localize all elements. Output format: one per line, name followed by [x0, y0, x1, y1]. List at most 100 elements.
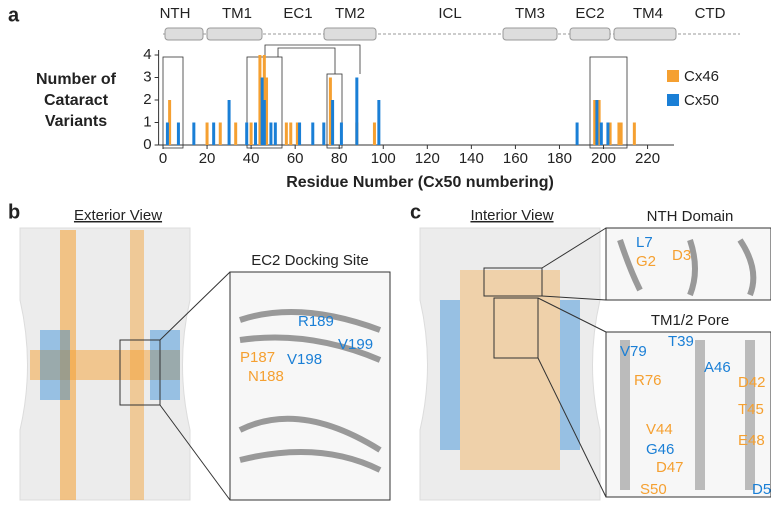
bar: [192, 122, 196, 145]
residue-label: E48: [738, 432, 765, 449]
bar: [165, 122, 169, 145]
panel-label: b: [8, 201, 20, 223]
bar: [372, 122, 376, 145]
residue-label: D5: [752, 481, 771, 498]
x-tick-label: 200: [591, 150, 616, 167]
bar: [254, 122, 258, 145]
y-axis-label: Number of: [36, 71, 117, 88]
bar: [606, 122, 610, 145]
bar: [260, 77, 264, 145]
topology-segment: [206, 27, 263, 41]
residue-label: G2: [636, 253, 656, 270]
x-tick-label: 180: [547, 150, 572, 167]
bar: [331, 100, 335, 145]
bar: [262, 100, 266, 145]
legend-swatch: [667, 94, 679, 106]
bar: [284, 122, 288, 145]
x-axis-label: Residue Number (Cx50 numbering): [286, 174, 554, 191]
molecule-interior: [419, 227, 607, 501]
residue-label: R189: [298, 313, 334, 330]
bar: [595, 100, 599, 145]
residue-label: V198: [287, 351, 322, 368]
bar: [355, 77, 359, 145]
residue-label: L7: [636, 234, 653, 251]
x-tick-label: 40: [243, 150, 260, 167]
x-tick-label: 140: [459, 150, 484, 167]
residue-label: V44: [646, 421, 673, 438]
inset-labels: L7 G2 D3: [636, 234, 691, 270]
bar: [322, 122, 326, 145]
residue-label: P187: [240, 349, 275, 366]
x-tick-label: 160: [503, 150, 528, 167]
inset-title: TM1/2 Pore: [651, 312, 729, 329]
topology-segment: [502, 27, 558, 41]
group-box: [589, 56, 628, 149]
panel-label: c: [410, 201, 421, 223]
bar: [205, 122, 209, 145]
group-box: [326, 73, 343, 149]
bar: [619, 122, 623, 145]
molecule-exterior: [19, 227, 231, 501]
bar: [289, 122, 293, 145]
y-tick-label: 0: [143, 136, 151, 153]
topology-label: TM2: [335, 5, 365, 22]
panel-label: a: [8, 4, 20, 26]
residue-label: T45: [738, 401, 764, 418]
residue-label: D47: [656, 459, 684, 476]
bar: [212, 122, 216, 145]
y-axis-label: Cataract: [44, 92, 109, 109]
topology-segment: [613, 27, 677, 41]
bar: [176, 122, 180, 145]
x-tick-label: 60: [287, 150, 304, 167]
x-tick-label: 120: [415, 150, 440, 167]
residue-label: D3: [672, 247, 691, 264]
residue-label: D42: [738, 374, 766, 391]
bar: [245, 122, 249, 145]
legend-label: Cx50: [684, 92, 719, 109]
inset-title: NTH Domain: [647, 208, 734, 225]
topology-label: TM3: [515, 5, 545, 22]
bar: [311, 122, 315, 145]
bar: [269, 122, 273, 145]
topology-segment: [569, 27, 611, 41]
inset-labels: T39 V79 A46 R76 D42 T45 V44 G46 E48 D47 S50 D5: [620, 333, 771, 498]
bar: [249, 122, 253, 145]
residue-label: G46: [646, 441, 674, 458]
x-tick-label: 80: [331, 150, 348, 167]
x-tick-label: 20: [199, 150, 216, 167]
residue-label: S50: [640, 481, 667, 498]
topology-label: CTD: [695, 5, 726, 22]
topology-label: ICL: [438, 5, 461, 22]
residue-label: A46: [704, 359, 731, 376]
y-axis-label: Variants: [45, 113, 107, 130]
bar: [295, 122, 299, 145]
topology-label: NTH: [160, 5, 191, 22]
panel-title: Interior View: [470, 207, 553, 224]
topology-segment: [164, 27, 204, 41]
topology-label: TM1: [222, 5, 252, 22]
bar: [258, 55, 262, 145]
bar: [168, 100, 172, 145]
bar: [575, 122, 579, 145]
legend-swatch: [667, 70, 679, 82]
inset-title: EC2 Docking Site: [251, 252, 369, 269]
topology-label: EC2: [575, 5, 604, 22]
y-tick-label: 4: [143, 46, 151, 63]
x-tick-label: 0: [159, 150, 167, 167]
bar: [377, 100, 381, 145]
bar: [632, 122, 636, 145]
bar: [339, 122, 343, 145]
bar: [608, 122, 612, 145]
bar: [328, 77, 332, 145]
residue-label: T39: [668, 333, 694, 350]
legend-label: Cx46: [684, 68, 719, 85]
bar: [265, 77, 269, 145]
bar: [218, 122, 222, 145]
y-tick-label: 2: [143, 91, 151, 108]
bar: [593, 100, 597, 145]
topology-label: EC1: [283, 5, 312, 22]
bar: [298, 122, 302, 145]
y-tick-label: 3: [143, 68, 151, 85]
